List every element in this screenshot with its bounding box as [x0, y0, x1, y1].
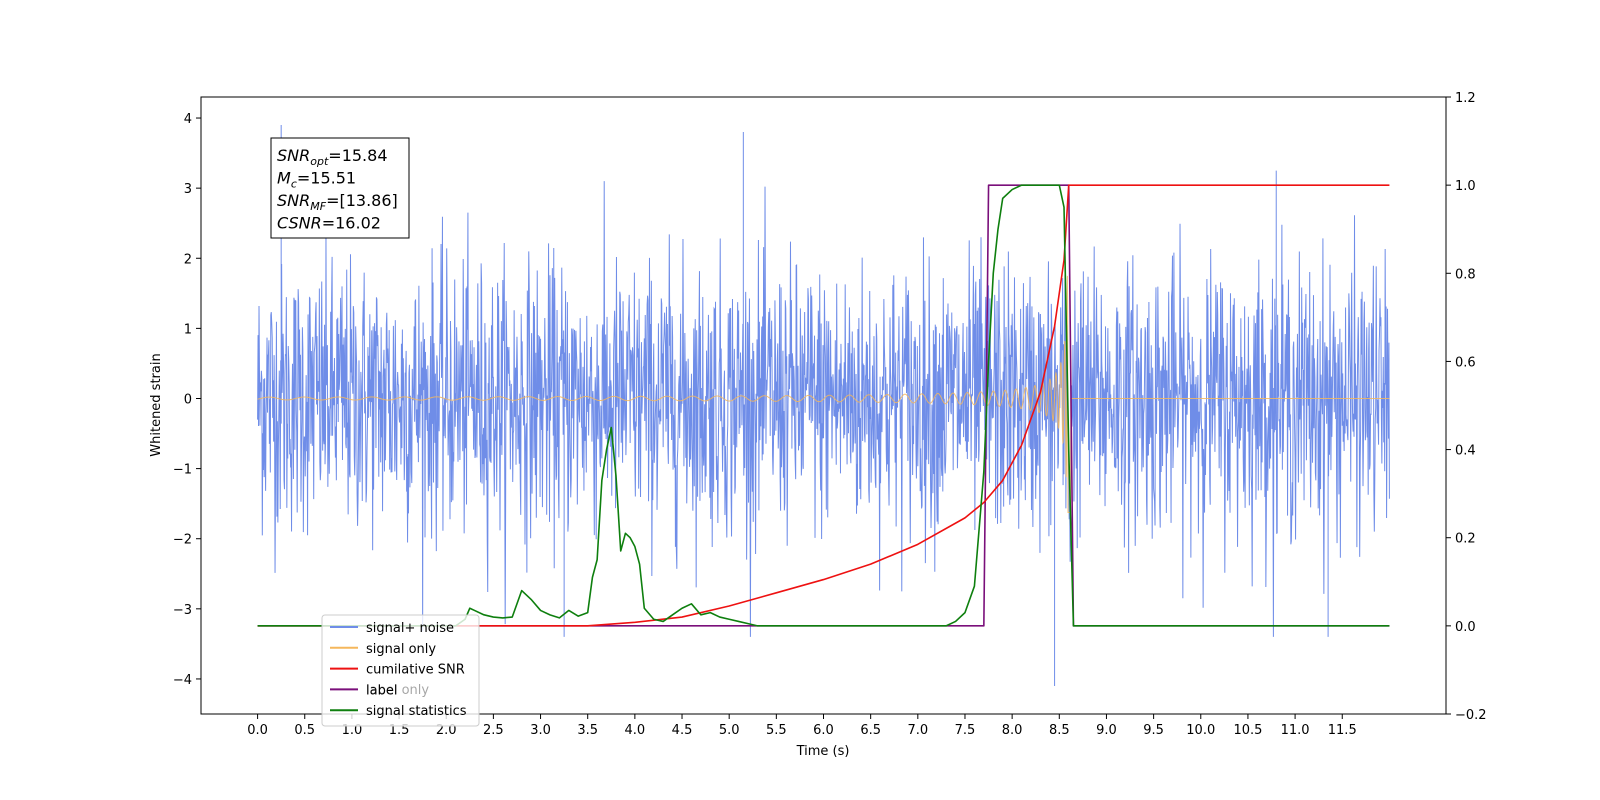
x-tick-label: 5.0 — [719, 723, 740, 738]
series-signal-noise — [257, 125, 1390, 686]
legend-entry: label — [366, 683, 397, 698]
x-tick-label: 8.5 — [1049, 723, 1070, 738]
y-axis-label: Whitened strain — [149, 353, 164, 456]
x-tick-label: 1.0 — [342, 723, 363, 738]
x-tick-label: 6.0 — [813, 723, 834, 738]
x-tick-label: 0.0 — [247, 723, 268, 738]
annotation-line: SNRMF=[13.86] — [277, 191, 398, 213]
y2-tick-label: 1.0 — [1455, 179, 1476, 194]
stats-annotation: SNRopt=15.84Mc=15.51SNRMF=[13.86]CSNR=16… — [270, 137, 410, 239]
y-tick-label: −3 — [173, 603, 192, 618]
x-tick-label: 9.0 — [1096, 723, 1117, 738]
y2-tick-label: 0.2 — [1455, 532, 1476, 547]
series-signal-only — [257, 275, 1390, 513]
y-tick-label: 0 — [184, 392, 192, 407]
y2-tick-label: 0.0 — [1455, 620, 1476, 635]
y-tick-label: 1 — [184, 322, 192, 337]
x-tick-label: 11.0 — [1281, 723, 1310, 738]
annotation-line: SNRopt=15.84 — [277, 146, 388, 168]
y2-tick-label: 0.8 — [1455, 267, 1476, 282]
annotation-box — [270, 137, 410, 239]
x-tick-label: 11.5 — [1328, 723, 1357, 738]
x-tick-label: 9.5 — [1143, 723, 1164, 738]
y2-tick-label: 0.4 — [1455, 444, 1476, 459]
x-axis-label: Time (s) — [796, 744, 850, 759]
x-tick-label: 10.5 — [1233, 723, 1262, 738]
x-tick-label: 2.0 — [436, 723, 457, 738]
x-tick-label: 7.5 — [955, 723, 976, 738]
legend-box — [321, 614, 480, 727]
x-tick-label: 3.0 — [530, 723, 551, 738]
y2-tick-label: 1.2 — [1455, 91, 1476, 106]
y-axis-left: −4 −3 −2 −1 0 1 2 3 4 — [173, 112, 201, 688]
y-tick-label: 3 — [184, 182, 192, 197]
y-tick-label: −1 — [173, 463, 192, 478]
legend-entry: signal+ noise — [366, 621, 454, 636]
legend-hidden-text: label only — [366, 683, 429, 698]
legend-entry: signal statistics — [366, 704, 467, 719]
y-tick-label: −4 — [173, 673, 192, 688]
legend: label only signal+ noise signal only cumila… — [321, 614, 480, 727]
x-tick-label: 6.5 — [860, 723, 881, 738]
legend-entry: signal only — [366, 642, 436, 657]
x-tick-label: 5.5 — [766, 723, 787, 738]
y-tick-label: 4 — [184, 112, 192, 127]
y-tick-label: −2 — [173, 533, 192, 548]
x-tick-label: 4.0 — [625, 723, 646, 738]
series-signal-statistics — [257, 184, 1390, 627]
x-tick-label: 8.0 — [1002, 723, 1023, 738]
series-layer — [257, 125, 1390, 686]
y2-tick-label: −0.2 — [1455, 708, 1487, 723]
x-tick-label: 3.5 — [577, 723, 598, 738]
x-tick-label: 4.5 — [672, 723, 693, 738]
legend-entry: cumilative SNR — [366, 663, 465, 678]
x-tick-label: 7.0 — [907, 723, 928, 738]
x-tick-label: 0.5 — [294, 723, 315, 738]
y-axis-right: −0.2 0.0 0.2 0.4 0.6 0.8 1.0 1.2 — [1446, 91, 1487, 723]
y2-tick-label: 0.6 — [1455, 355, 1476, 370]
annotation-line: CSNR=16.02 — [277, 214, 381, 233]
x-axis: 0.0 0.5 1.0 1.5 2.0 2.5 3.0 3.5 4.0 4.5 5.0 5.5 6.0 6… — [247, 714, 1357, 738]
y-tick-label: 2 — [184, 252, 192, 267]
x-tick-label: 2.5 — [483, 723, 504, 738]
x-tick-label: 1.5 — [389, 723, 410, 738]
annotation-line: Mc=15.51 — [277, 169, 356, 191]
x-tick-label: 10.0 — [1186, 723, 1215, 738]
